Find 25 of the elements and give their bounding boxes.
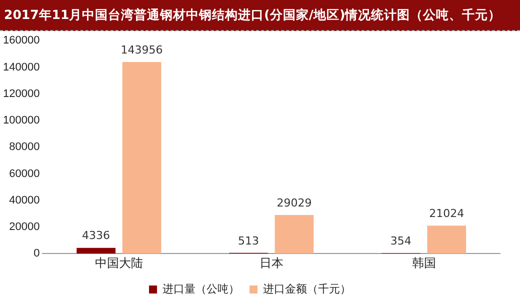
data-label: 21024 <box>429 206 464 220</box>
y-tick-label: 140000 <box>2 61 40 74</box>
legend-label: 进口量（公吨） <box>162 282 240 296</box>
y-tick-label: 120000 <box>2 88 40 100</box>
bar <box>274 214 314 254</box>
bar <box>76 248 116 254</box>
data-label: 143956 <box>120 43 163 56</box>
y-tick-label: 0 <box>34 248 40 260</box>
x-tick-label: 韩国 <box>412 256 436 270</box>
y-tick-label: 100000 <box>2 114 40 127</box>
data-label: 29029 <box>276 196 312 210</box>
data-label: 354 <box>390 234 412 248</box>
y-tick-label: 60000 <box>9 168 40 180</box>
y-tick-label: 160000 <box>2 34 40 47</box>
x-tick-label: 日本 <box>259 256 284 270</box>
y-tick-label: 20000 <box>9 221 40 234</box>
bar <box>122 62 162 254</box>
data-label: 4336 <box>82 229 110 242</box>
bar <box>427 226 466 254</box>
x-tick-label: 中国大陆 <box>94 256 143 270</box>
y-tick-label: 80000 <box>9 141 40 154</box>
chart-title: 2017年11月中国台湾普通钢材中钢结构进口(分国家/地区)情况统计图（公吨、千元） <box>0 0 520 31</box>
y-tick-label: 40000 <box>9 194 40 206</box>
legend-label: 进口金额（千元） <box>263 282 351 296</box>
data-label: 513 <box>238 234 259 248</box>
